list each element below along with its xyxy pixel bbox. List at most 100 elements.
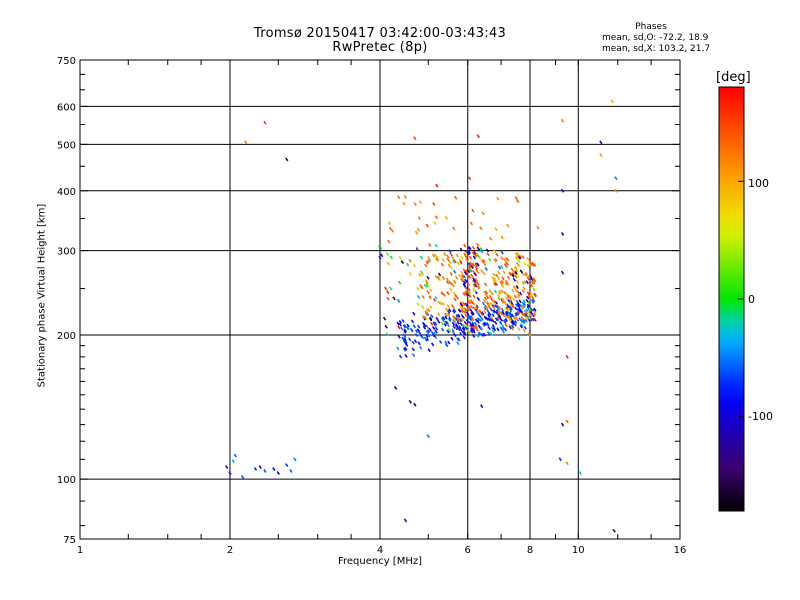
data-point <box>416 246 420 251</box>
data-point <box>516 294 520 299</box>
data-point <box>410 319 415 324</box>
data-point <box>491 329 495 334</box>
data-point <box>418 200 423 205</box>
data-point <box>447 340 451 345</box>
data-point <box>495 273 499 278</box>
x-tick-label: 2 <box>227 545 233 556</box>
data-point <box>440 327 445 332</box>
data-point <box>466 328 471 333</box>
data-point <box>497 290 502 295</box>
data-point <box>499 317 504 322</box>
data-point <box>514 288 518 293</box>
data-point <box>417 324 421 329</box>
data-point <box>518 291 523 296</box>
data-point <box>420 272 425 277</box>
data-point <box>511 297 516 302</box>
data-point <box>525 280 529 285</box>
data-point <box>489 302 493 306</box>
data-point <box>430 330 434 335</box>
colorbar-tick-0: 0 <box>748 293 755 306</box>
data-point <box>517 259 521 264</box>
chart-title-line1: Tromsø 20150417 03:42:00-03:43:43 <box>253 26 507 41</box>
data-point <box>459 302 463 307</box>
data-point <box>500 279 505 284</box>
data-point <box>431 253 436 258</box>
data-point <box>467 287 471 292</box>
data-point <box>425 330 429 335</box>
data-point <box>532 312 537 317</box>
data-point <box>514 256 519 260</box>
data-point <box>435 316 439 321</box>
phase-stats-o: mean, sd,O: -72.2, 18.9 <box>602 33 709 43</box>
data-point <box>408 258 412 263</box>
data-point <box>504 296 509 301</box>
data-point <box>450 336 454 341</box>
data-point <box>449 252 453 257</box>
data-point <box>426 259 430 264</box>
data-point <box>469 324 473 329</box>
data-point <box>403 518 408 523</box>
data-point <box>508 315 513 320</box>
data-point <box>462 282 466 287</box>
data-point <box>560 422 565 427</box>
data-point <box>485 290 489 295</box>
data-point <box>487 313 491 318</box>
data-point <box>528 294 533 298</box>
data-point <box>475 327 479 332</box>
data-point <box>419 255 424 260</box>
data-point <box>504 323 508 328</box>
data-point <box>503 262 508 267</box>
data-point <box>488 294 493 299</box>
data-point <box>434 253 438 258</box>
data-point <box>510 326 515 331</box>
data-point <box>533 317 537 322</box>
data-point <box>488 289 492 294</box>
data-point <box>480 404 484 409</box>
data-point <box>440 321 444 326</box>
data-point <box>506 275 511 280</box>
data-point <box>258 465 262 469</box>
data-point <box>418 272 422 277</box>
data-point <box>465 311 470 316</box>
data-point <box>477 313 481 317</box>
data-point <box>526 295 530 300</box>
data-point <box>475 268 479 272</box>
data-point <box>404 354 408 358</box>
data-point <box>473 253 478 258</box>
data-point <box>486 309 490 314</box>
data-point <box>456 341 460 346</box>
data-point <box>482 321 487 326</box>
data-point <box>452 259 456 264</box>
data-point <box>516 310 521 315</box>
data-point <box>521 289 525 293</box>
data-point <box>491 309 496 314</box>
data-point <box>499 281 503 285</box>
data-point <box>476 296 480 301</box>
data-point <box>416 302 420 307</box>
data-point <box>480 312 484 317</box>
x-tick-label: 10 <box>572 545 585 556</box>
data-point <box>467 176 472 181</box>
data-point <box>503 320 507 324</box>
data-point <box>470 273 474 278</box>
data-point <box>411 347 415 352</box>
data-point <box>451 283 455 288</box>
data-point <box>446 257 450 262</box>
data-point <box>469 308 473 313</box>
data-point <box>526 315 530 319</box>
data-point <box>469 304 474 309</box>
data-point <box>524 272 528 276</box>
data-point <box>458 325 462 330</box>
data-point <box>529 283 534 288</box>
data-point <box>434 215 439 220</box>
data-point <box>408 337 412 342</box>
data-point <box>444 315 448 320</box>
data-point <box>496 307 500 311</box>
data-point <box>531 317 536 322</box>
data-point <box>497 296 501 301</box>
data-point <box>444 307 449 312</box>
data-point <box>511 273 515 278</box>
data-point <box>514 312 518 317</box>
data-point <box>510 267 514 272</box>
data-point <box>512 277 516 282</box>
